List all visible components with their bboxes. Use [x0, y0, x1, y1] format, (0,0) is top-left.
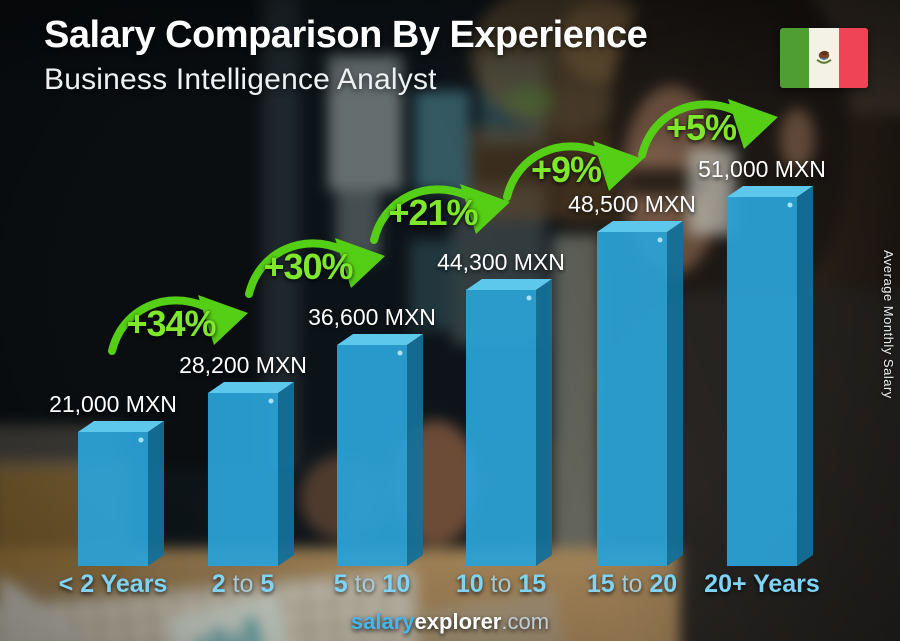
page-title: Salary Comparison By Experience	[44, 14, 648, 56]
page-subtitle: Business Intelligence Analyst	[44, 63, 437, 96]
bar-category-label: 15 to 20	[586, 570, 678, 598]
brand-suffix: .com	[501, 609, 550, 634]
increase-arrow: +9%	[499, 139, 649, 203]
bar-column	[466, 279, 552, 566]
increase-percent-label: +9%	[530, 149, 602, 190]
bar-category-label: < 2 Years	[58, 570, 168, 598]
increase-percent-label: +34%	[126, 303, 216, 344]
bg-plant-wisp	[505, 85, 555, 115]
bar-column	[208, 382, 294, 566]
bar-column	[597, 221, 683, 566]
bg-code-block	[328, 55, 402, 190]
flag-stripe-red	[838, 28, 868, 88]
increase-arrow-icon	[503, 141, 643, 201]
y-axis-label: Average Monthly Salary	[881, 250, 896, 399]
brand-secondary: explorer	[414, 609, 502, 634]
bar-value-label: 48,500 MXN	[568, 191, 696, 217]
bar-column	[727, 186, 813, 566]
bg-code-block-teal	[415, 90, 470, 190]
increase-arrow-icon	[108, 295, 248, 355]
increase-arrow: +34%	[104, 293, 254, 357]
bar-column	[78, 421, 164, 566]
increase-arrow-icon	[245, 238, 385, 298]
bar-column	[337, 334, 423, 566]
footer-brand-link[interactable]: salaryexplorer.com	[0, 609, 900, 635]
bar-category-label: 10 to 15	[455, 570, 547, 598]
increase-arrow: +21%	[366, 182, 516, 246]
increase-arrow-icon	[370, 184, 510, 244]
bar-value-label: 28,200 MXN	[179, 352, 307, 378]
mexico-flag-icon	[780, 28, 868, 88]
bar-value-label: 36,600 MXN	[308, 304, 436, 330]
bar-category-label: 2 to 5	[211, 570, 275, 598]
bar-value-label: 44,300 MXN	[437, 249, 565, 275]
bg-code-block-teal	[410, 240, 455, 330]
increase-percent-label: +21%	[388, 192, 478, 233]
bar-value-label: 51,000 MXN	[698, 156, 826, 182]
bar-category-label: 20+ Years	[704, 570, 820, 598]
increase-percent-label: +30%	[263, 246, 353, 287]
bg-laptop-screen	[552, 235, 600, 575]
header: Salary Comparison By Experience Business…	[44, 14, 648, 97]
brand-primary: salary	[350, 609, 415, 634]
increase-percent-label: +5%	[665, 107, 737, 148]
flag-eagle-emblem	[816, 50, 832, 64]
bar-value-label: 21,000 MXN	[49, 391, 177, 417]
bar-category-label: 5 to 10	[333, 570, 411, 598]
increase-arrow: +30%	[241, 236, 391, 300]
bg-person-ear	[780, 108, 815, 170]
increase-arrow-icon	[638, 99, 778, 159]
increase-arrow: +5%	[634, 97, 784, 161]
flag-stripe-green	[780, 28, 810, 88]
